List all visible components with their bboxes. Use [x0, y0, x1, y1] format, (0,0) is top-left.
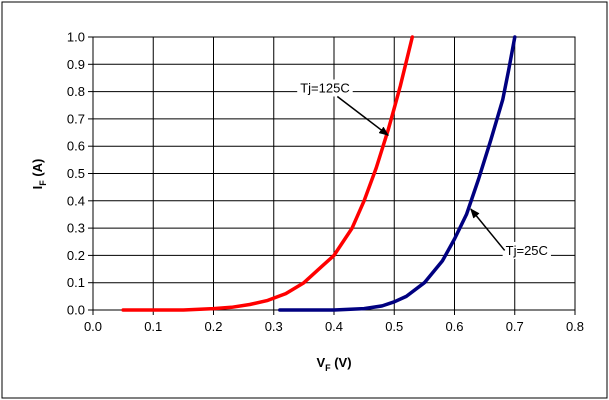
y-tick-label: 0.5 — [67, 166, 85, 181]
x-tick-label: 0.4 — [325, 319, 343, 334]
series-group — [121, 35, 517, 312]
annotation-arrow-0 — [336, 95, 390, 136]
x-axis-ticks: 0.0 0.1 0.2 0.3 0.4 0.5 0.6 0.7 0.8 — [84, 310, 584, 334]
y-axis-ticks: 0.0 0.1 0.2 0.3 0.4 0.5 0.6 0.7 0.8 0.9 1.0 — [67, 30, 93, 318]
x-tick-label: 0.8 — [566, 319, 584, 334]
series-line-1 — [278, 35, 517, 312]
x-axis-title: VF (V) — [316, 355, 351, 373]
x-tick-label: 0.1 — [144, 319, 162, 334]
y-tick-label: 0.0 — [67, 303, 85, 318]
annotation-arrow-1 — [470, 208, 506, 251]
annotations: Tj=125C Tj=25C — [297, 79, 551, 259]
x-tick-label: 0.7 — [506, 319, 524, 334]
x-tick-label: 0.6 — [445, 319, 463, 334]
x-tick-label: 0.5 — [385, 319, 403, 334]
y-tick-label: 0.8 — [67, 84, 85, 99]
y-tick-label: 0.4 — [67, 193, 85, 208]
y-axis-title: IF (A) — [30, 159, 48, 190]
y-tick-label: 0.1 — [67, 275, 85, 290]
y-tick-label: 0.2 — [67, 248, 85, 263]
x-tick-label: 0.3 — [265, 319, 283, 334]
x-tick-label: 0.0 — [84, 319, 102, 334]
y-tick-label: 0.6 — [67, 139, 85, 154]
y-tick-label: 0.3 — [67, 221, 85, 236]
annotation-background — [502, 241, 551, 259]
annotation-label-0: Tj=125C — [300, 81, 350, 96]
y-tick-label: 0.9 — [67, 57, 85, 72]
annotation-label-1: Tj=25C — [506, 243, 548, 258]
annotation-background — [297, 79, 353, 97]
y-tick-label: 0.7 — [67, 111, 85, 126]
y-tick-label: 1.0 — [67, 30, 85, 45]
series-line-0 — [121, 35, 415, 312]
x-tick-label: 0.2 — [204, 319, 222, 334]
